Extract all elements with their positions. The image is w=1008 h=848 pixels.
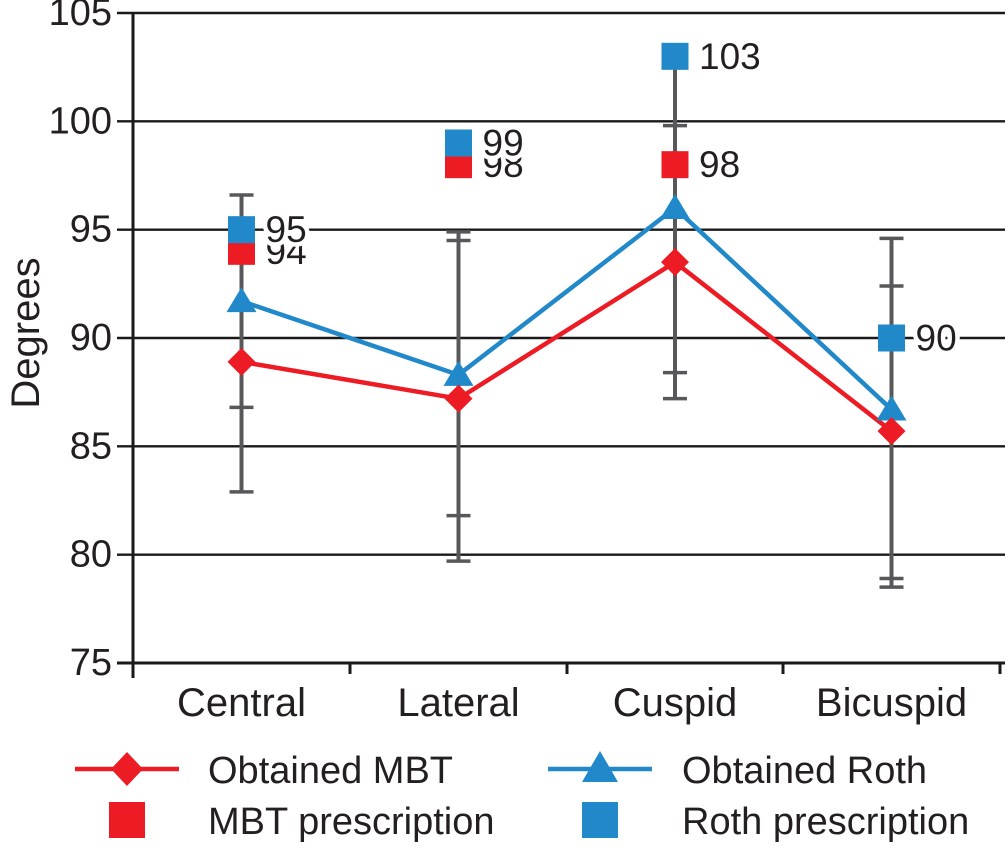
marker-square-roth-prescription: [445, 129, 472, 157]
y-tick-label: 105: [49, 0, 112, 34]
marker-square-roth-prescription: [878, 324, 905, 352]
y-tick-label: 85: [70, 425, 112, 467]
legend-label-mbt-prescription: MBT prescription: [208, 801, 495, 843]
marker-triangle-obtained-roth: [226, 287, 257, 313]
point-label-mbt-prescription: 98: [483, 144, 524, 185]
marker-triangle-obtained-roth: [443, 360, 474, 386]
marker-square-roth-prescription: [228, 216, 255, 244]
legend-label-roth-prescription: Roth prescription: [682, 801, 969, 843]
legend-label-obtained-mbt: Obtained MBT: [208, 750, 453, 792]
y-axis-title: Degrees: [4, 257, 48, 408]
marker-square-roth-prescription: [661, 42, 689, 70]
point-label-mbt-prescription: 94: [266, 231, 307, 272]
marker-triangle-obtained-roth: [876, 395, 907, 421]
legend-diamond-icon: [111, 752, 143, 786]
point-label-roth-prescription: 99: [483, 123, 524, 164]
series-line-obtained-mbt: [241, 259, 893, 433]
category-label-central: Central: [177, 681, 306, 725]
category-label-cuspid: Cuspid: [613, 681, 738, 725]
marker-triangle-obtained-roth: [660, 194, 690, 219]
legend-square-icon: [582, 802, 618, 838]
point-label-roth-prescription: 103: [699, 36, 761, 77]
point-label-roth-prescription: 95: [266, 209, 307, 250]
point-label-roth-prescription: 90: [916, 318, 957, 359]
y-tick-label: 75: [70, 642, 112, 684]
legend-triangle-icon: [582, 751, 618, 782]
y-tick-label: 100: [49, 100, 112, 142]
y-tick-label: 90: [70, 317, 112, 359]
y-tick-label: 80: [70, 534, 112, 576]
point-label-mbt-prescription: 98: [699, 144, 740, 185]
legend-square-icon: [109, 802, 145, 838]
category-label-lateral: Lateral: [397, 681, 519, 725]
marker-diamond-obtained-mbt: [661, 248, 689, 277]
category-label-bicuspid: Bicuspid: [816, 681, 967, 725]
y-tick-label: 95: [70, 209, 112, 251]
series-line-obtained-roth: [240, 205, 894, 412]
marker-diamond-obtained-mbt: [227, 347, 256, 376]
marker-diamond-obtained-mbt: [444, 384, 473, 413]
legend-label-obtained-roth: Obtained Roth: [682, 750, 927, 792]
marker-diamond-obtained-mbt: [877, 417, 906, 446]
marker-square-mbt-prescription: [661, 151, 689, 179]
